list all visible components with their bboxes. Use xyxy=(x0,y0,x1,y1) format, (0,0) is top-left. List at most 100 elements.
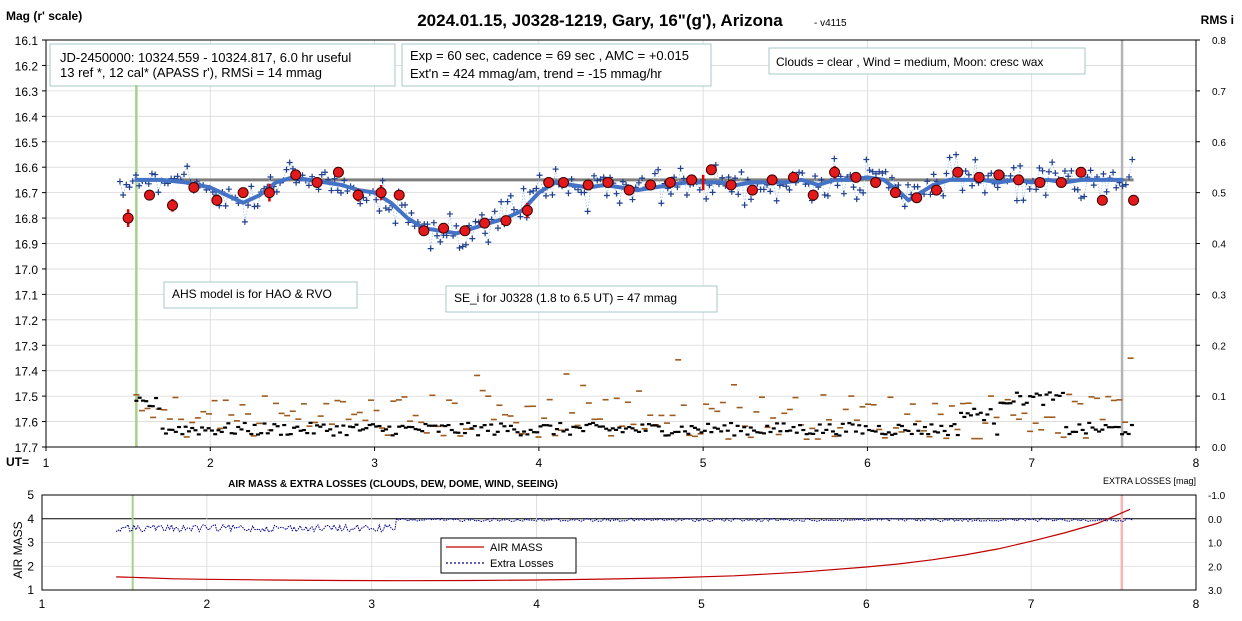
raw-point xyxy=(786,186,793,193)
binned-point xyxy=(1075,166,1087,178)
raw-point xyxy=(1017,162,1024,169)
raw-point xyxy=(341,177,348,184)
raw-point xyxy=(965,171,972,178)
top-gridlines xyxy=(46,40,1196,447)
raw-point xyxy=(126,184,133,191)
y-tick-label: 17.3 xyxy=(15,339,39,353)
y-tick-label: 16.8 xyxy=(15,212,39,226)
binned-point xyxy=(623,184,635,196)
raw-point xyxy=(943,170,950,177)
raw-point xyxy=(748,196,755,203)
raw-point xyxy=(1100,170,1107,177)
raw-point xyxy=(760,186,767,193)
y2-axis-label: RMS i xyxy=(1201,13,1234,27)
annotation-boxes xyxy=(49,43,1086,313)
y2-tick-label: 0.0 xyxy=(1212,443,1226,454)
raw-point xyxy=(245,202,252,209)
raw-point xyxy=(658,200,665,207)
chart-title: 2024.01.15, J0328-1219, Gary, 16"(g'), A… xyxy=(417,11,783,30)
binned-point xyxy=(582,179,594,191)
raw-point xyxy=(1078,195,1084,202)
raw-point xyxy=(597,176,604,183)
bottom-plot-frame xyxy=(41,494,1197,591)
raw-point xyxy=(914,183,921,190)
raw-point xyxy=(888,174,895,181)
model-curve xyxy=(134,175,1125,236)
raw-point xyxy=(591,172,598,179)
binned-point xyxy=(122,212,134,224)
raw-point xyxy=(379,177,386,184)
legend-airmass-label: AIR MASS xyxy=(490,542,543,554)
raw-point xyxy=(530,187,537,194)
raw-point xyxy=(872,170,879,177)
raw-point xyxy=(453,222,460,229)
binned-point xyxy=(1096,194,1108,206)
raw-point xyxy=(520,185,527,192)
raw-point xyxy=(363,197,370,204)
raw-point xyxy=(286,159,293,166)
legend: AIR MASS Extra Losses xyxy=(440,537,577,574)
info-box-exp xyxy=(401,43,712,87)
raw-point xyxy=(469,235,476,242)
raw-point xyxy=(373,196,380,203)
info-ref-line: 13 ref *, 12 cal* (APASS r'), RMSi = 14 … xyxy=(60,65,322,80)
raw-point xyxy=(725,174,732,181)
y-tick-label: 16.5 xyxy=(15,136,39,150)
raw-point xyxy=(543,192,550,199)
raw-point xyxy=(120,192,127,199)
raw-point xyxy=(882,168,889,175)
x-tick-label: 5 xyxy=(700,456,707,470)
raw-point xyxy=(895,182,902,189)
binned-point xyxy=(829,166,841,178)
raw-point xyxy=(549,191,556,198)
y-tick-label: 16.1 xyxy=(15,34,39,48)
binned-point xyxy=(725,179,737,191)
raw-point xyxy=(860,189,867,196)
raw-point xyxy=(1103,188,1110,195)
x-tick-label: 2 xyxy=(207,456,214,470)
binned-point xyxy=(237,187,249,199)
raw-point xyxy=(735,191,742,198)
bottom-y-tick-label: 5 xyxy=(27,488,34,502)
raw-point xyxy=(1119,183,1126,190)
bottom-y-tick-label: 4 xyxy=(27,512,34,526)
raw-point xyxy=(651,170,658,177)
raw-point xyxy=(507,192,514,199)
raw-point xyxy=(799,170,806,177)
raw-point xyxy=(1036,164,1043,171)
y2-tick-label: 0.7 xyxy=(1212,87,1226,98)
raw-point xyxy=(985,172,992,179)
raw-point xyxy=(667,190,674,197)
y2-tick-label: 0.4 xyxy=(1212,240,1226,251)
binned-point xyxy=(263,187,275,199)
raw-point xyxy=(392,220,399,227)
raw-point xyxy=(478,211,485,218)
y2-tick-label: 0.1 xyxy=(1212,392,1226,403)
raw-point xyxy=(924,178,931,185)
y-tick-label: 17.1 xyxy=(15,288,39,302)
y-tick-label: 16.6 xyxy=(15,161,39,175)
raw-point xyxy=(357,200,364,207)
raw-point xyxy=(655,166,662,173)
binned-point xyxy=(418,225,430,237)
binned-point xyxy=(952,166,964,178)
raw-point xyxy=(629,196,636,203)
legend-box xyxy=(440,537,577,574)
y-tick-label: 17.0 xyxy=(15,263,39,277)
raw-point xyxy=(504,198,511,205)
raw-point xyxy=(1045,168,1052,175)
raw-point xyxy=(402,201,409,208)
binned-point xyxy=(973,171,985,183)
raw-point xyxy=(853,196,860,203)
raw-point xyxy=(498,198,505,205)
binned-point xyxy=(1034,176,1046,188)
x-tick-label: 6 xyxy=(864,456,871,470)
extra-losses-line xyxy=(115,517,1133,533)
raw-point xyxy=(901,203,908,210)
se-note: SE_i for J0328 (1.8 to 6.5 UT) = 47 mmag xyxy=(454,291,677,305)
raw-point xyxy=(283,166,290,173)
raw-point xyxy=(1087,167,1094,174)
bottom-y-tick-label: 2 xyxy=(27,559,34,573)
x-tick-label: 1 xyxy=(43,456,50,470)
